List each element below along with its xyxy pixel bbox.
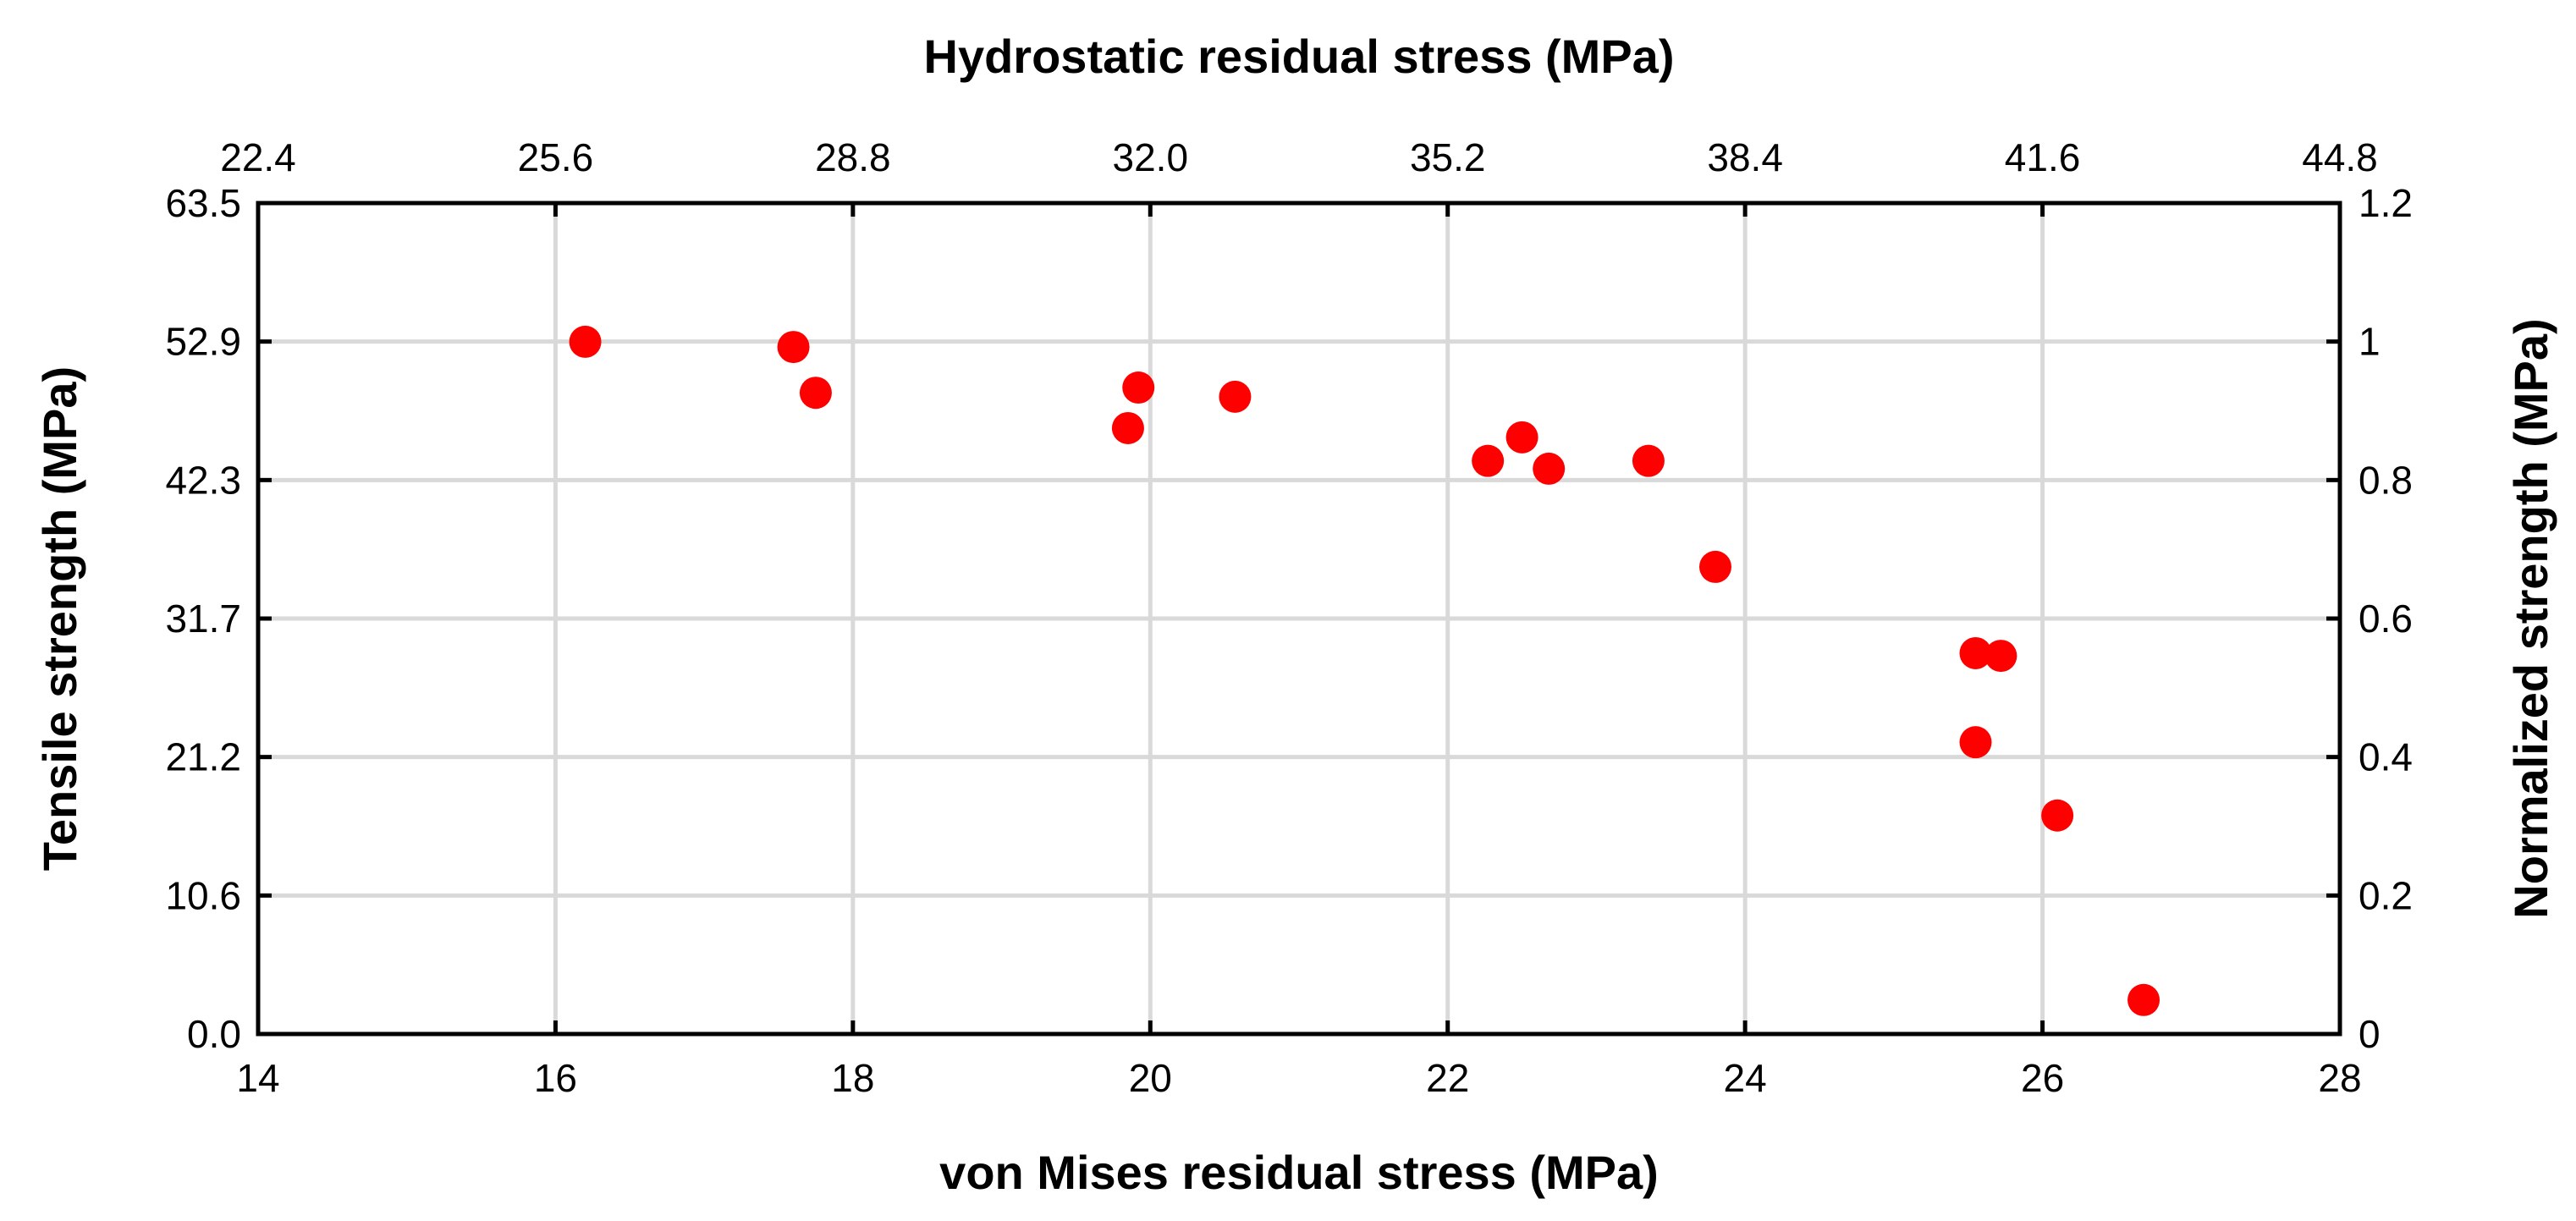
x-tick-label: 16 <box>534 1056 577 1100</box>
x2-tick-label: 35.2 <box>1410 135 1486 179</box>
tick-marks <box>256 201 2342 1037</box>
y-axis-title: Tensile strength (MPa) <box>33 366 86 871</box>
x-tick-label: 26 <box>2021 1056 2064 1100</box>
data-points <box>569 325 2160 1016</box>
data-point <box>1219 380 1252 413</box>
data-point <box>2041 799 2074 832</box>
data-point <box>2127 983 2160 1016</box>
data-point <box>1984 640 2017 673</box>
y2-tick-label: 1 <box>2359 320 2381 364</box>
x2-tick-label: 32.0 <box>1113 135 1189 179</box>
x-tick-label: 22 <box>1426 1056 1469 1100</box>
data-point <box>1632 444 1665 477</box>
y2-tick-label: 0.6 <box>2359 597 2413 641</box>
tick-labels: 14 22.4 16 25.6 18 28.8 20 32.0 22 35.2 24 38.4 26 41… <box>165 135 2412 1100</box>
x-tick-label: 20 <box>1129 1056 1172 1100</box>
data-point <box>1959 636 1992 669</box>
y2-tick-label: 1.2 <box>2359 181 2413 225</box>
data-point <box>777 331 810 364</box>
y-tick-label: 31.7 <box>165 597 241 641</box>
x-tick-label: 28 <box>2318 1056 2361 1100</box>
x-axis-title: von Mises residual stress (MPa) <box>939 1146 1659 1199</box>
data-point <box>1505 421 1538 454</box>
x-tick-label: 14 <box>236 1056 279 1100</box>
y-tick-label: 10.6 <box>165 873 241 917</box>
data-point <box>1122 371 1155 404</box>
x2-tick-label: 41.6 <box>2005 135 2081 179</box>
x-tick-label: 24 <box>1724 1056 1767 1100</box>
data-point <box>1111 411 1144 444</box>
x2-tick-label: 38.4 <box>1707 135 1783 179</box>
x2-tick-label: 25.6 <box>518 135 594 179</box>
y-tick-label: 42.3 <box>165 458 241 502</box>
x2-tick-label: 44.8 <box>2302 135 2378 179</box>
y-tick-label: 63.5 <box>165 181 241 225</box>
data-point <box>1699 550 1731 583</box>
data-point <box>1959 726 1992 759</box>
x2-axis-title: Hydrostatic residual stress (MPa) <box>924 30 1675 83</box>
gridlines <box>258 203 2340 1034</box>
x2-tick-label: 28.8 <box>815 135 891 179</box>
y-tick-label: 52.9 <box>165 320 241 364</box>
y-tick-label: 21.2 <box>165 735 241 779</box>
y2-tick-label: 0 <box>2359 1012 2381 1056</box>
y2-axis-title: Normalized strength (MPa) <box>2504 318 2557 918</box>
y-tick-label: 0.0 <box>187 1012 241 1056</box>
y2-tick-label: 0.4 <box>2359 735 2413 779</box>
data-point <box>1533 452 1566 485</box>
x-tick-label: 18 <box>831 1056 874 1100</box>
y2-tick-label: 0.8 <box>2359 458 2413 502</box>
data-point <box>799 377 832 410</box>
y2-tick-label: 0.2 <box>2359 873 2413 917</box>
x2-tick-label: 22.4 <box>220 135 296 179</box>
data-point <box>569 325 602 358</box>
data-point <box>1472 444 1505 477</box>
